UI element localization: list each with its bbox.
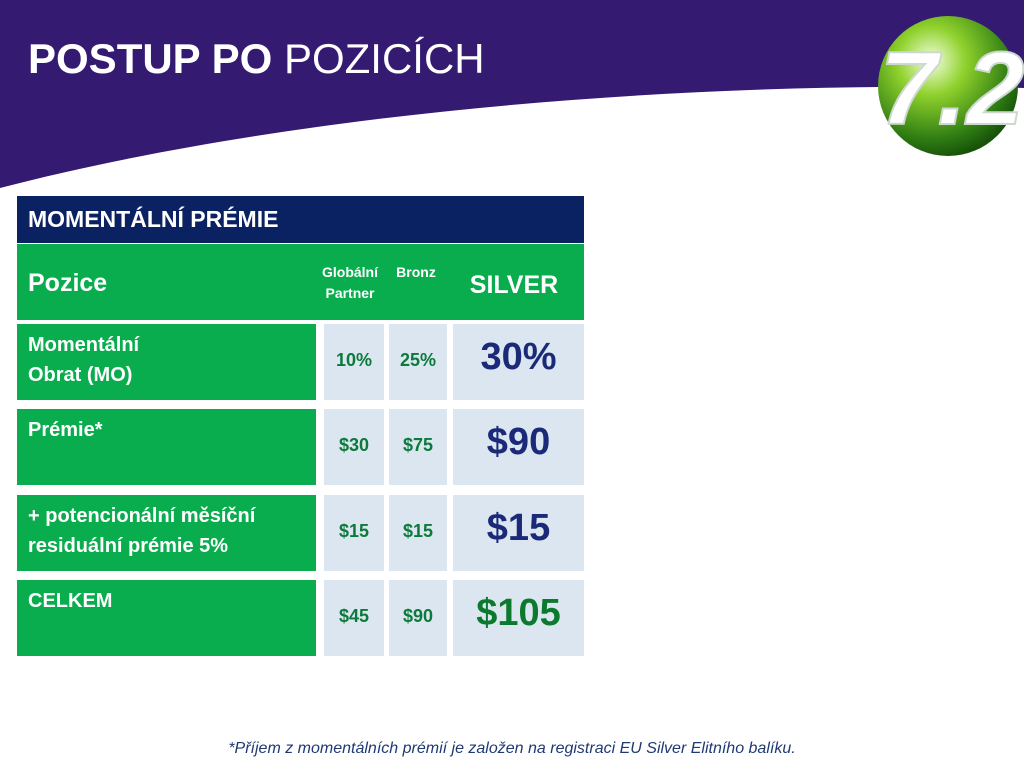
cell-bronze-obrat: 25% [389, 324, 447, 400]
cell-silver-celkem: $105 [453, 580, 584, 656]
header-banner [0, 0, 1024, 188]
position-header-row: Pozice Globální Partner Bronz SILVER [17, 244, 584, 320]
position-label: Pozice [28, 269, 108, 297]
footnote: *Příjem z momentálních prémií je založen… [228, 740, 796, 757]
cell-gp-residual: $15 [324, 495, 384, 571]
row-label-premie: Prémie* [17, 409, 316, 485]
logo-7-2: 7.2 [878, 16, 1024, 156]
row-label-celkem: CELKEM [17, 580, 316, 656]
cell-bronze-premie: $75 [389, 409, 447, 485]
row-label-momentalni-obrat: Momentální Obrat (MO) [17, 324, 316, 400]
cell-gp-celkem: $45 [324, 580, 384, 656]
cell-bronze-residual: $15 [389, 495, 447, 571]
column-global-partner: Globální Partner [322, 264, 378, 301]
column-silver: SILVER [469, 271, 559, 299]
table-header: MOMENTÁLNÍ PRÉMIE [17, 196, 584, 243]
cell-silver-residual: $15 [453, 495, 584, 571]
cell-gp-obrat: 10% [324, 324, 384, 400]
logo-text: 7.2 [880, 31, 1024, 147]
cell-bronze-celkem: $90 [389, 580, 447, 656]
page-title: POSTUP PO POZICÍCH [28, 35, 485, 82]
cell-silver-obrat: 30% [453, 324, 584, 400]
column-bronze: Bronz [396, 264, 436, 280]
cell-silver-premie: $90 [453, 409, 584, 485]
row-label-residualni-premie: + potencionální měsíční residuální prémie… [17, 495, 316, 571]
cell-gp-premie: $30 [324, 409, 384, 485]
